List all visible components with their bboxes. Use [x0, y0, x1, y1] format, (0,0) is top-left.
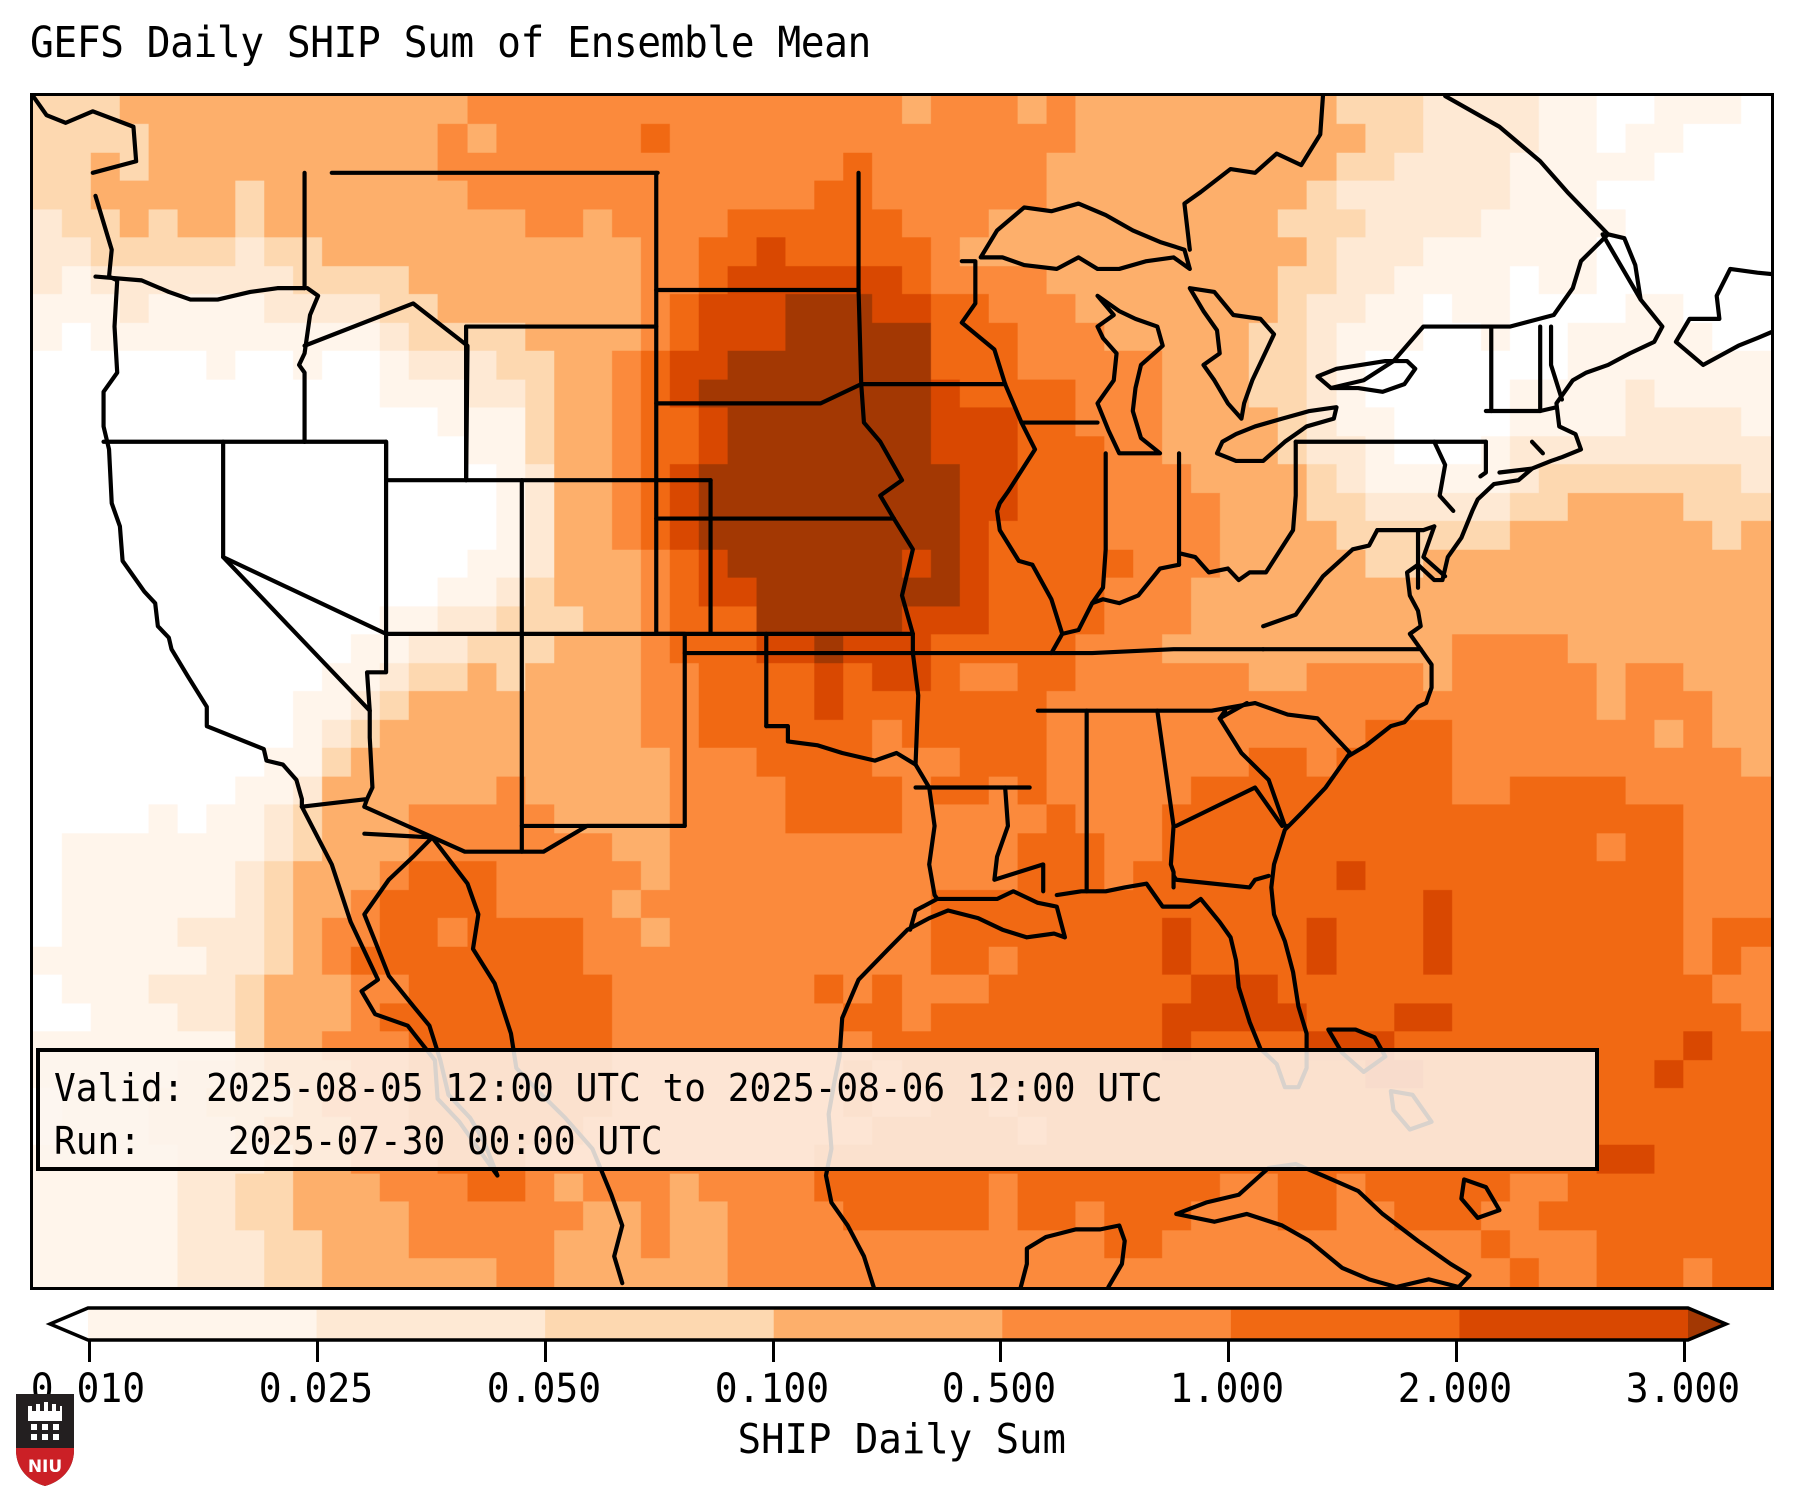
svg-text:NIU: NIU — [28, 1457, 62, 1477]
colorbar-label-text: SHIP Daily Sum — [737, 1415, 1066, 1463]
colorbar-tick-label: 1.000 — [1170, 1366, 1285, 1412]
colorbar-tick-label: 0.100 — [714, 1366, 829, 1412]
colorbar-tick-mark — [88, 1340, 91, 1362]
colorbar-tick-mark — [999, 1340, 1003, 1362]
colorbar-tick-mark — [543, 1340, 547, 1362]
colorbar[interactable] — [45, 1306, 1731, 1342]
colorbar-tick-mark — [771, 1340, 775, 1362]
colorbar-tick-label: 2.000 — [1397, 1366, 1513, 1412]
colorbar-tick-labels: 0.010 0.025 0.050 0.100 0.500 1.000 2.000 3.000 — [0, 1340, 1803, 1412]
colorbar-tick-mark — [1227, 1340, 1231, 1362]
niu-logo-icon: NIU — [16, 1394, 74, 1486]
colorbar-tick-mark — [315, 1340, 319, 1362]
map-borders-overlay — [33, 96, 1771, 1287]
colorbar-tick-label: 0.025 — [258, 1366, 374, 1412]
colorbar-tick-mark — [1455, 1340, 1459, 1362]
colorbar-swatches — [45, 1306, 1731, 1342]
colorbar-tick-label: 3.000 — [1625, 1366, 1741, 1412]
colorbar-tick-mark — [1683, 1340, 1686, 1362]
run-time-line: Run: 2025-07-30 00:00 UTC — [54, 1119, 663, 1163]
colorbar-tick-label: 0.500 — [942, 1366, 1057, 1412]
valid-time-line: Valid: 2025-08-05 12:00 UTC to 2025-08-0… — [54, 1066, 1163, 1110]
page-title: GEFS Daily SHIP Sum of Ensemble Mean — [30, 18, 871, 68]
colorbar-tick-label: 0.050 — [486, 1366, 601, 1412]
valid-run-infobox: Valid: 2025-08-05 12:00 UTC to 2025-08-0… — [36, 1048, 1599, 1171]
colorbar-axis-label: SHIP Daily Sum — [0, 1415, 1803, 1463]
